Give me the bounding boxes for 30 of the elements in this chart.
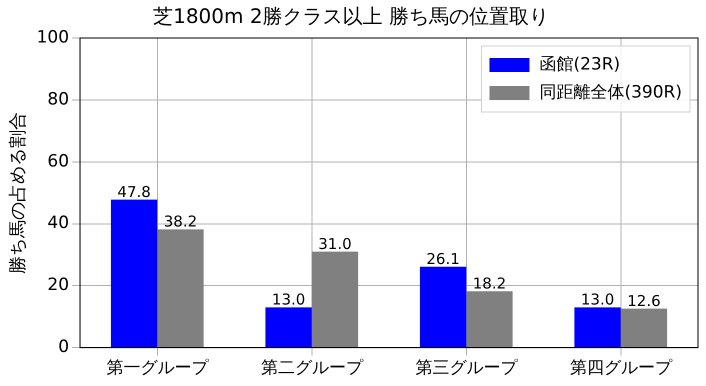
y-tick-label: 20 <box>47 275 70 296</box>
chart-title: 芝1800m 2勝クラス以上 勝ち馬の位置取り <box>153 4 549 28</box>
data-label: 13.0 <box>580 290 614 309</box>
x-tick-label: 第二グループ <box>260 358 364 378</box>
bar <box>574 307 621 348</box>
y-tick-label: 80 <box>47 89 70 110</box>
data-label: 13.0 <box>272 290 306 309</box>
bar <box>620 308 668 348</box>
legend-label: 同距離全体(390R) <box>539 82 682 102</box>
data-label: 26.1 <box>426 250 460 268</box>
y-axis-title: 勝ち馬の占める割合 <box>7 112 28 274</box>
bar <box>466 291 513 348</box>
bar <box>265 307 312 348</box>
x-tick-label: 第一グループ <box>106 358 210 378</box>
data-label: 18.2 <box>472 274 506 293</box>
data-label: 31.0 <box>318 235 352 254</box>
bar <box>110 200 158 348</box>
y-tick-label: 60 <box>47 151 70 172</box>
bar <box>157 229 204 348</box>
x-tick-label: 第四グループ <box>570 358 673 378</box>
bar <box>420 266 466 348</box>
bar <box>312 252 358 348</box>
data-label: 47.8 <box>117 183 151 201</box>
y-tick-label: 0 <box>58 337 70 358</box>
legend-label: 函館(23R) <box>539 54 620 74</box>
y-tick-label: 100 <box>36 27 70 48</box>
data-label: 12.6 <box>627 292 661 310</box>
x-tick-label: 第三グループ <box>415 358 518 378</box>
data-label: 38.2 <box>164 212 198 231</box>
y-tick-label: 40 <box>47 213 70 234</box>
